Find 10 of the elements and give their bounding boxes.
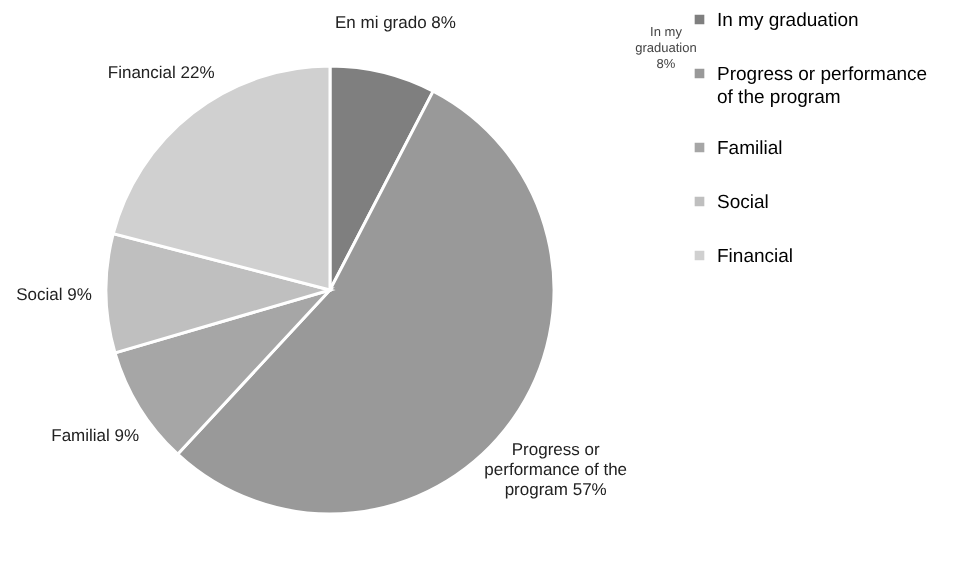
legend-label: Progress or performance of the program — [717, 63, 928, 109]
data-label: Progress or performance of the program 57% — [484, 438, 628, 499]
legend-label: Familial — [717, 137, 783, 160]
data-label: Social 9% — [16, 284, 93, 305]
data-label: Familial 9% — [51, 425, 141, 446]
data-label: En mi grado 8% — [334, 11, 457, 32]
data-label: Financial 22% — [107, 61, 216, 82]
legend-label: Financial — [717, 245, 794, 268]
legend-label: Social — [717, 191, 769, 214]
legend-label: In my graduation — [717, 9, 859, 32]
